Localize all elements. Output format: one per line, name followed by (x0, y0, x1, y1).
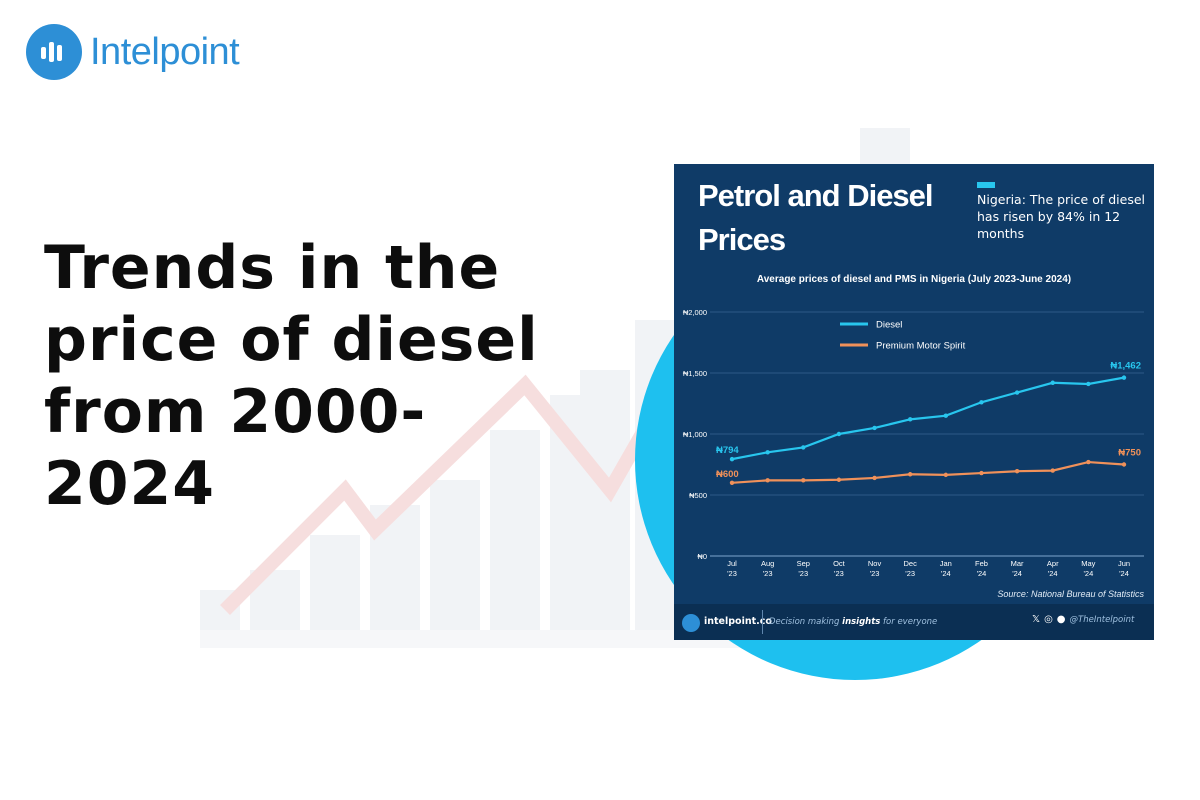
x-icon[interactable]: 𝕏 (1032, 614, 1041, 625)
x-tick-label: May (1081, 559, 1095, 568)
data-point (872, 425, 877, 431)
callout-accent (977, 182, 995, 188)
x-tick-label: '23 (905, 569, 915, 578)
card-title: Petrol and Diesel Prices (698, 178, 934, 257)
x-tick-label: Dec (904, 559, 918, 568)
x-tick-label: '24 (977, 569, 987, 578)
instagram-icon[interactable]: ◎ (1044, 614, 1053, 625)
facebook-icon[interactable]: ● (1056, 614, 1066, 625)
data-point (1121, 375, 1127, 380)
x-tick-label: Apr (1047, 559, 1059, 568)
data-label-first: ₦794 (716, 445, 739, 456)
data-point (979, 400, 984, 405)
y-tick-label: ₦0 (697, 552, 707, 561)
source-note: Source: National Bureau of Statistics (997, 589, 1144, 599)
x-tick-label: Jun (1118, 559, 1130, 568)
x-tick-label: Jan (940, 559, 952, 568)
x-tick-label: '23 (727, 569, 737, 578)
footer-tagline: Decision making insights for everyone (769, 617, 938, 627)
x-tick-label: '23 (834, 569, 844, 578)
data-point (729, 456, 735, 462)
footer-logo-icon (682, 614, 700, 632)
data-point (979, 470, 984, 476)
card-footer: intelpoint.co Decision making insights f… (674, 604, 1154, 640)
data-point (1086, 459, 1091, 465)
data-point (907, 472, 913, 477)
y-tick-label: ₦1,000 (683, 430, 707, 439)
data-point (765, 478, 770, 483)
x-tick-label: '24 (1083, 569, 1093, 578)
data-point (1086, 381, 1091, 387)
data-point (943, 413, 949, 418)
x-tick-label: Mar (1011, 559, 1024, 568)
data-point (1050, 380, 1055, 385)
y-axis: ₦0 ₦500 ₦1,000 ₦1,500 ₦2,000 (683, 308, 707, 561)
series-line-diesel (731, 376, 1125, 461)
data-point (907, 417, 913, 422)
y-tick-label: ₦500 (689, 491, 707, 500)
legend-label: Diesel (876, 320, 902, 331)
series-line-premium-motor-spirit (731, 460, 1125, 484)
data-label-last: ₦750 (1118, 448, 1141, 459)
x-tick-label: '24 (1119, 569, 1129, 578)
x-tick-label: '24 (1048, 569, 1058, 578)
x-tick-label: Jul (727, 559, 737, 568)
data-labels: ₦794 ₦1,462 ₦600 ₦750 (716, 361, 1141, 480)
data-point (943, 472, 949, 478)
data-point (801, 445, 806, 450)
x-axis: Jul'23Aug'23Sep'23Oct'23Nov'23Dec'23Jan'… (727, 559, 1130, 578)
data-point (1014, 469, 1020, 474)
bar-chart-icon (26, 24, 82, 80)
y-tick-label: ₦1,500 (683, 369, 707, 378)
legend-label: Premium Motor Spirit (876, 341, 966, 352)
data-label-last: ₦1,462 (1110, 361, 1141, 372)
x-tick-label: '24 (941, 569, 951, 578)
data-point (1050, 468, 1055, 473)
data-point (801, 478, 806, 483)
headline: Trends in the price of diesel from 2000-… (44, 233, 539, 519)
data-point (836, 477, 842, 482)
x-tick-label: Oct (833, 559, 846, 568)
y-tick-label: ₦2,000 (683, 308, 707, 317)
brand-name: Intelpoint (90, 30, 240, 73)
x-tick-label: '23 (763, 569, 773, 578)
social-links: 𝕏 ◎ ● @TheIntelpoint (1032, 614, 1134, 625)
data-point (872, 475, 877, 481)
x-tick-label: Feb (975, 559, 988, 568)
brand-logo[interactable]: Intelpoint (26, 24, 240, 80)
x-tick-label: '24 (1012, 569, 1022, 578)
data-point (729, 480, 735, 485)
x-tick-label: Sep (797, 559, 810, 568)
data-point (1014, 390, 1020, 395)
x-tick-label: Nov (868, 559, 882, 568)
chart-title: Average prices of diesel and PMS in Nige… (757, 274, 1071, 285)
data-point (765, 450, 770, 455)
footer-site-link[interactable]: intelpoint.co (704, 616, 772, 627)
x-tick-label: '23 (870, 569, 880, 578)
callout-text: Nigeria: The price of diesel has risen b… (977, 192, 1146, 241)
data-label-first: ₦600 (716, 469, 739, 480)
line-chart: Average prices of diesel and PMS in Nige… (683, 274, 1145, 599)
data-point (1121, 462, 1127, 467)
infographic-card: Petrol and Diesel Prices Nigeria: The pr… (674, 164, 1154, 640)
grid-lines (710, 311, 1144, 557)
x-tick-label: Aug (761, 559, 774, 568)
footer-divider (762, 610, 763, 634)
social-handle[interactable]: @TheIntelpoint (1069, 614, 1135, 625)
series-group (729, 375, 1127, 485)
x-tick-label: '23 (798, 569, 808, 578)
legend: Diesel Premium Motor Spirit (840, 320, 966, 352)
data-point (836, 431, 842, 437)
